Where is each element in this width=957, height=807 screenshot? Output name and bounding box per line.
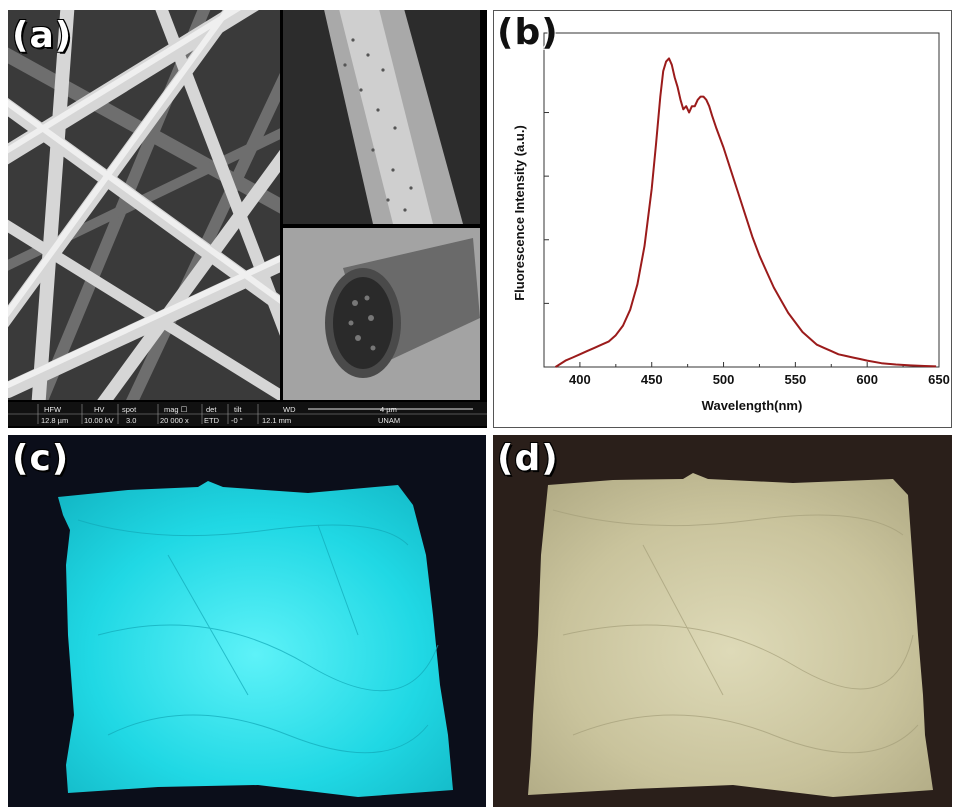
sem-fiber-cross-section-image: [283, 228, 480, 400]
daylight-nanofiber-mat-image: [528, 473, 933, 797]
x-tick-label: 550: [785, 372, 807, 387]
panel-a-sem-images: HFW 12.8 µm HV 10.00 kV spot 3.0 mag ☐ 2…: [8, 10, 487, 428]
sem-hv-value: 10.00 kV: [84, 416, 114, 425]
panel-d-daylight-mat-photo: (d): [493, 435, 952, 807]
fluorescence-chart: 400 450 500 550 600 650 Wavelength(nm) Fluore…: [512, 32, 950, 413]
panel-b-label: (b): [497, 12, 559, 53]
panel-c-fluorescent-mat-photo: (c): [8, 435, 486, 807]
sem-wd-value: 12.1 mm: [262, 416, 291, 425]
x-tick-label: 400: [569, 372, 591, 387]
sem-tilt-header: tilt: [234, 405, 242, 414]
sem-det-value: ETD: [204, 416, 220, 425]
sem-institution: UNAM: [378, 416, 400, 425]
fluorescent-nanofiber-mat-image: [58, 481, 453, 797]
chart-plot-area: [543, 32, 940, 368]
x-tick-label: 500: [713, 372, 735, 387]
chart-series: [554, 57, 937, 368]
sem-fiber-closeup-image: [283, 10, 480, 224]
chart-y-axis-label: Fluorescence Intensity (a.u.): [512, 125, 527, 301]
sem-scale-label: 4 µm: [380, 405, 397, 414]
sem-hfw-header: HFW: [44, 405, 62, 414]
fluorescence-spectrum-line: [554, 57, 937, 368]
x-tick-label: 450: [641, 372, 663, 387]
x-tick-label: 600: [856, 372, 878, 387]
sem-det-header: det: [206, 405, 217, 414]
sem-databar: HFW 12.8 µm HV 10.00 kV spot 3.0 mag ☐ 2…: [8, 402, 487, 426]
x-tick-label: 650: [928, 372, 950, 387]
panel-a-label: (a): [12, 15, 73, 56]
chart-frame: [543, 32, 940, 368]
chart-ticks: 400 450 500 550 600 650: [543, 48, 950, 387]
sem-fiber-network-image: [8, 10, 280, 400]
chart-x-axis-label: Wavelength(nm): [702, 398, 803, 413]
sem-hv-header: HV: [94, 405, 104, 414]
panel-b-fluorescence-spectrum: 400 450 500 550 600 650 Wavelength(nm) Fluore…: [493, 10, 952, 428]
panel-c-label: (c): [12, 438, 70, 479]
sem-spot-value: 3.0: [126, 416, 136, 425]
sem-tilt-value: -0 °: [231, 416, 243, 425]
sem-hfw-value: 12.8 µm: [41, 416, 68, 425]
panel-d-label: (d): [497, 438, 559, 479]
sem-spot-header: spot: [122, 405, 137, 414]
sem-mag-header: mag ☐: [164, 405, 188, 414]
sem-wd-header: WD: [283, 405, 296, 414]
sem-mag-value: 20 000 x: [160, 416, 189, 425]
